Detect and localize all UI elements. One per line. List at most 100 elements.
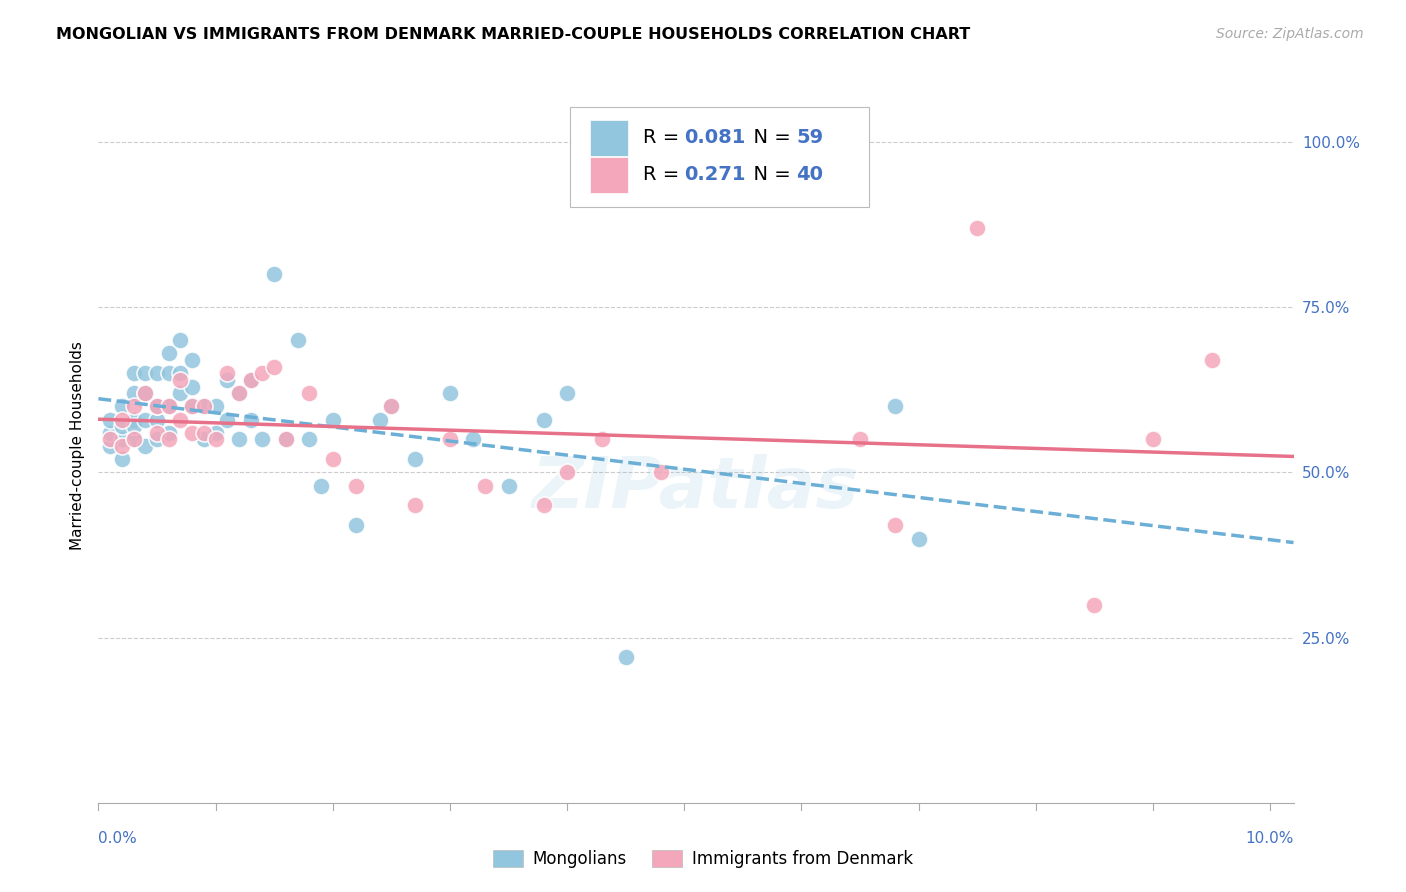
- Point: [111, 439, 134, 453]
- Point: [181, 379, 204, 393]
- Point: [134, 412, 156, 426]
- Point: [157, 433, 180, 447]
- Point: [111, 419, 134, 434]
- Point: [146, 367, 169, 381]
- Point: [591, 433, 613, 447]
- Point: [193, 400, 215, 414]
- Point: [217, 412, 239, 426]
- Point: [344, 478, 367, 492]
- Point: [217, 367, 239, 381]
- Point: [228, 433, 250, 447]
- Point: [614, 650, 637, 665]
- Point: [404, 499, 426, 513]
- Point: [181, 400, 204, 414]
- Text: 40: 40: [796, 165, 824, 185]
- Point: [193, 433, 215, 447]
- Point: [650, 466, 672, 480]
- Point: [157, 367, 180, 381]
- Point: [404, 452, 426, 467]
- Point: [204, 400, 226, 414]
- Text: R =: R =: [644, 128, 686, 147]
- Point: [193, 400, 215, 414]
- Point: [322, 452, 344, 467]
- Text: 59: 59: [796, 128, 824, 147]
- Point: [884, 518, 907, 533]
- Point: [274, 433, 297, 447]
- Y-axis label: Married-couple Households: Married-couple Households: [69, 342, 84, 550]
- Point: [169, 386, 191, 401]
- Point: [181, 400, 204, 414]
- Point: [111, 433, 134, 447]
- Text: 0.081: 0.081: [685, 128, 745, 147]
- Point: [1142, 433, 1164, 447]
- Text: N =: N =: [741, 165, 797, 185]
- Text: ZIPatlas: ZIPatlas: [533, 454, 859, 524]
- Point: [555, 466, 578, 480]
- Point: [217, 373, 239, 387]
- Point: [122, 412, 145, 426]
- Point: [98, 439, 121, 453]
- Point: [134, 386, 156, 401]
- Point: [298, 433, 321, 447]
- Point: [122, 386, 145, 401]
- Point: [157, 400, 180, 414]
- Point: [181, 425, 204, 440]
- Point: [111, 452, 134, 467]
- Text: Source: ZipAtlas.com: Source: ZipAtlas.com: [1216, 27, 1364, 41]
- Point: [157, 346, 180, 360]
- Point: [239, 373, 262, 387]
- Point: [474, 478, 496, 492]
- Point: [309, 478, 332, 492]
- Point: [169, 373, 191, 387]
- Point: [204, 433, 226, 447]
- Point: [169, 412, 191, 426]
- Point: [252, 367, 274, 381]
- Point: [533, 412, 555, 426]
- FancyBboxPatch shape: [571, 107, 869, 207]
- FancyBboxPatch shape: [589, 157, 628, 193]
- FancyBboxPatch shape: [589, 120, 628, 155]
- Point: [239, 373, 262, 387]
- Point: [122, 400, 145, 414]
- Point: [111, 412, 134, 426]
- Point: [1201, 353, 1223, 368]
- Point: [122, 433, 145, 447]
- Point: [274, 433, 297, 447]
- Point: [368, 412, 391, 426]
- Point: [122, 433, 145, 447]
- Point: [169, 367, 191, 381]
- Point: [287, 333, 309, 347]
- Point: [907, 532, 929, 546]
- Point: [322, 412, 344, 426]
- Point: [252, 433, 274, 447]
- Point: [1083, 598, 1105, 612]
- Text: MONGOLIAN VS IMMIGRANTS FROM DENMARK MARRIED-COUPLE HOUSEHOLDS CORRELATION CHART: MONGOLIAN VS IMMIGRANTS FROM DENMARK MAR…: [56, 27, 970, 42]
- Point: [298, 386, 321, 401]
- Point: [122, 419, 145, 434]
- Text: N =: N =: [741, 128, 797, 147]
- Point: [463, 433, 485, 447]
- Point: [146, 433, 169, 447]
- Point: [146, 425, 169, 440]
- Point: [204, 425, 226, 440]
- Point: [263, 267, 285, 281]
- Point: [380, 400, 402, 414]
- Point: [146, 400, 169, 414]
- Point: [134, 439, 156, 453]
- Point: [193, 425, 215, 440]
- Point: [111, 400, 134, 414]
- Point: [966, 221, 988, 235]
- Point: [555, 386, 578, 401]
- Point: [134, 367, 156, 381]
- Point: [239, 412, 262, 426]
- Point: [228, 386, 250, 401]
- Point: [439, 386, 461, 401]
- Point: [157, 425, 180, 440]
- Point: [344, 518, 367, 533]
- Point: [122, 367, 145, 381]
- Point: [169, 333, 191, 347]
- Point: [157, 400, 180, 414]
- Point: [98, 425, 121, 440]
- Point: [498, 478, 520, 492]
- Point: [98, 433, 121, 447]
